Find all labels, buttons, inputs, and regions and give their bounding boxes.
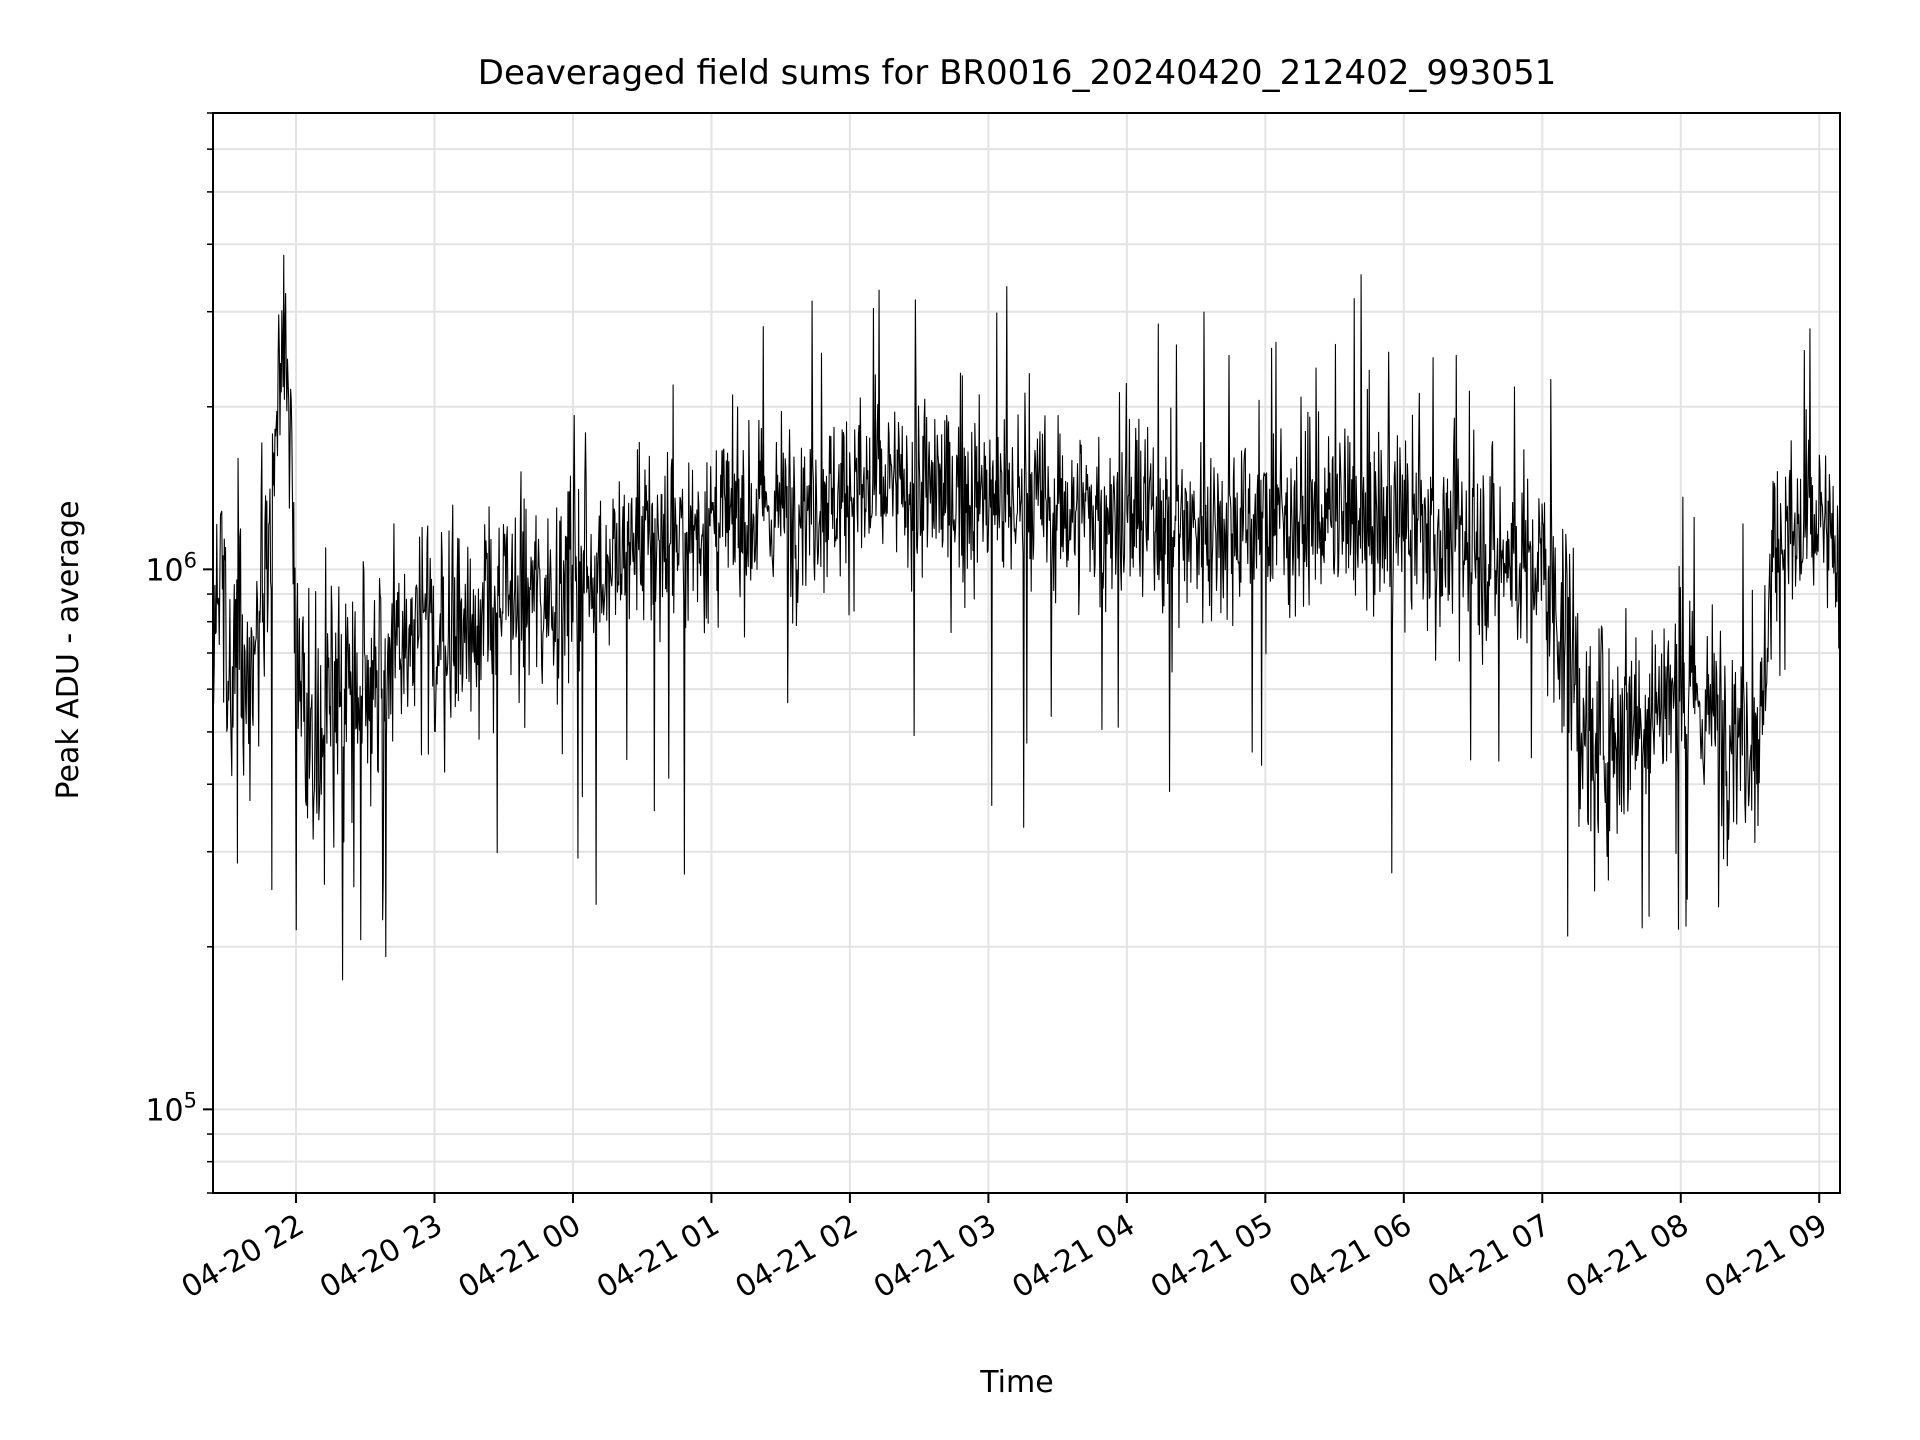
y-tick-base: 10 <box>145 1093 183 1128</box>
chart-title: Deaveraged field sums for BR0016_2024042… <box>478 53 1556 93</box>
y-tick-label: 105 <box>145 1088 197 1128</box>
y-tick-label: 106 <box>145 548 197 588</box>
y-tick-base: 10 <box>145 553 183 588</box>
series-line <box>212 254 1841 981</box>
series-line-group <box>212 254 1841 981</box>
y-axis-label: Peak ADU - average <box>51 500 86 799</box>
x-axis-label: Time <box>979 1365 1053 1400</box>
y-tick-exponent: 5 <box>184 1088 197 1112</box>
y-tick-exponent: 6 <box>184 548 197 572</box>
